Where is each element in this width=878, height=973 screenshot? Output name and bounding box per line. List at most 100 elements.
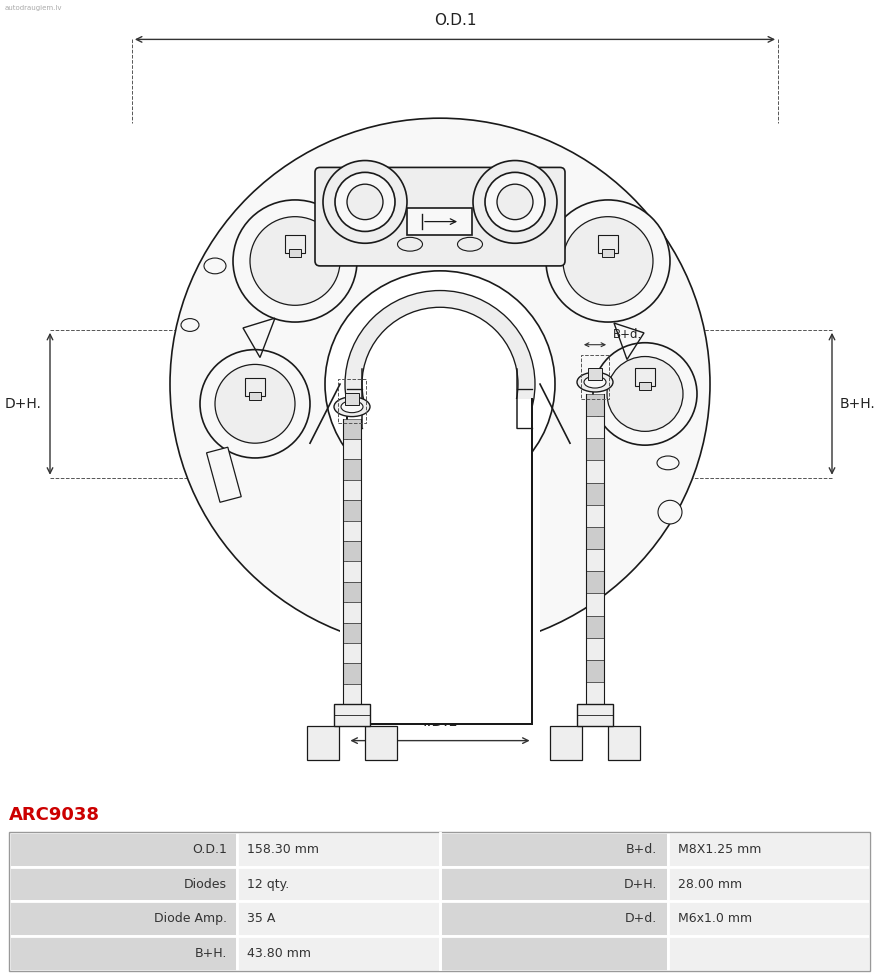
Circle shape xyxy=(496,184,532,220)
Bar xyxy=(667,832,869,867)
Bar xyxy=(237,936,439,971)
Text: Diodes: Diodes xyxy=(184,878,227,890)
Bar xyxy=(576,704,612,726)
Circle shape xyxy=(545,199,669,322)
Bar xyxy=(586,438,603,460)
Bar xyxy=(206,448,241,502)
Bar xyxy=(580,354,608,399)
Circle shape xyxy=(215,365,295,443)
Bar xyxy=(342,459,361,480)
Bar xyxy=(334,704,370,726)
Circle shape xyxy=(322,161,407,243)
Text: M8X1.25 mm: M8X1.25 mm xyxy=(677,843,760,856)
Bar xyxy=(439,936,667,971)
Bar xyxy=(586,637,603,660)
Text: B+H.: B+H. xyxy=(839,397,874,411)
Bar xyxy=(9,936,237,971)
Bar xyxy=(586,460,603,483)
Text: 12 qty.: 12 qty. xyxy=(247,878,290,890)
Text: M6x1.0 mm: M6x1.0 mm xyxy=(677,913,752,925)
Ellipse shape xyxy=(656,456,678,470)
Bar xyxy=(342,602,361,623)
Ellipse shape xyxy=(334,397,370,416)
Circle shape xyxy=(233,199,356,322)
Text: O.D.1: O.D.1 xyxy=(191,843,227,856)
Circle shape xyxy=(563,217,652,306)
Ellipse shape xyxy=(341,401,363,413)
Circle shape xyxy=(362,307,517,461)
Bar xyxy=(634,369,654,386)
Text: 43.80 mm: 43.80 mm xyxy=(247,947,311,960)
Bar xyxy=(439,832,667,867)
Bar xyxy=(550,726,581,760)
Circle shape xyxy=(249,217,340,306)
Bar xyxy=(586,549,603,571)
Bar xyxy=(237,867,439,901)
Text: 158.30 mm: 158.30 mm xyxy=(247,843,319,856)
Circle shape xyxy=(169,118,709,650)
Circle shape xyxy=(347,184,383,220)
Bar xyxy=(9,901,237,936)
Bar xyxy=(586,505,603,527)
Text: B+d.: B+d. xyxy=(625,843,657,856)
Bar xyxy=(586,571,603,594)
Ellipse shape xyxy=(583,377,605,388)
Text: O.D.1: O.D.1 xyxy=(433,13,476,27)
Bar xyxy=(586,594,603,616)
Circle shape xyxy=(200,349,310,458)
Bar xyxy=(9,832,237,867)
Circle shape xyxy=(335,172,394,232)
Ellipse shape xyxy=(457,237,482,251)
Ellipse shape xyxy=(204,258,226,273)
Circle shape xyxy=(344,291,535,478)
Circle shape xyxy=(485,172,544,232)
Bar xyxy=(364,726,397,760)
Bar xyxy=(342,684,361,704)
Bar xyxy=(638,382,651,390)
Ellipse shape xyxy=(576,373,612,392)
Ellipse shape xyxy=(397,237,422,251)
Bar xyxy=(586,682,603,704)
Bar xyxy=(586,616,603,637)
Bar xyxy=(608,726,639,760)
Bar xyxy=(338,379,365,423)
Bar xyxy=(342,439,361,459)
Circle shape xyxy=(593,342,696,446)
Bar xyxy=(306,726,339,760)
Text: D+H.: D+H. xyxy=(623,878,657,890)
Bar xyxy=(9,867,237,901)
Text: D+d.: D+d. xyxy=(624,913,657,925)
Bar xyxy=(245,378,264,396)
Bar xyxy=(587,369,601,380)
Bar xyxy=(342,623,361,643)
Text: 35 A: 35 A xyxy=(247,913,276,925)
Bar xyxy=(289,249,300,257)
Bar xyxy=(586,416,603,438)
Bar xyxy=(342,500,361,521)
Ellipse shape xyxy=(181,318,198,332)
Text: D+H.: D+H. xyxy=(5,397,42,411)
Text: D+d.: D+d. xyxy=(370,348,399,361)
Text: autodraugiem.lv: autodraugiem.lv xyxy=(5,5,62,11)
Bar xyxy=(342,561,361,582)
Bar xyxy=(586,527,603,549)
Circle shape xyxy=(325,270,554,497)
Bar xyxy=(601,249,614,257)
Text: Diode Amp.: Diode Amp. xyxy=(154,913,227,925)
Bar xyxy=(340,394,539,808)
Bar xyxy=(342,643,361,664)
Bar xyxy=(237,832,439,867)
Bar xyxy=(237,901,439,936)
Bar xyxy=(284,235,305,253)
Text: B+d.: B+d. xyxy=(612,328,642,342)
Bar xyxy=(439,901,667,936)
Bar xyxy=(597,235,617,253)
Text: ARC9038: ARC9038 xyxy=(9,807,100,824)
Bar xyxy=(344,393,358,405)
Bar xyxy=(407,208,472,235)
Text: I.D.1: I.D.1 xyxy=(421,714,457,729)
Text: 28.00 mm: 28.00 mm xyxy=(677,878,741,890)
Bar xyxy=(342,582,361,602)
Bar xyxy=(667,867,869,901)
Bar xyxy=(439,867,667,901)
